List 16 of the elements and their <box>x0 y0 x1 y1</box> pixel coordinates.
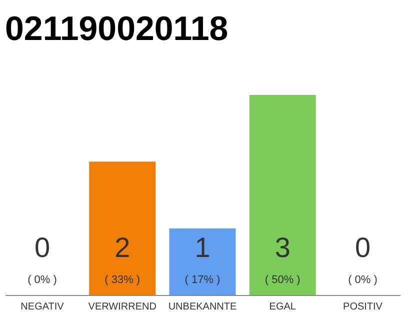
data-label: 1 <box>194 232 210 263</box>
x-tick-label: POSITIV <box>343 302 383 312</box>
data-label: 2 <box>114 232 130 263</box>
chart-title: 021190020118 <box>5 10 228 48</box>
annotation: ( 17% ) <box>184 274 220 286</box>
x-tick-label: VERWIRREND <box>88 302 156 312</box>
annotation: ( 0% ) <box>348 274 378 286</box>
data-label: 0 <box>34 232 50 263</box>
annotation: ( 50% ) <box>264 274 300 286</box>
x-tick-label: NEGATIV <box>20 302 64 312</box>
data-label: 3 <box>274 232 290 263</box>
x-tick-label: UNBEKANNTE <box>168 302 237 312</box>
annotation: ( 33% ) <box>104 274 140 286</box>
data-label: 0 <box>354 232 371 263</box>
x-tick-label: EGAL <box>269 302 296 312</box>
annotation: ( 0% ) <box>28 274 57 286</box>
